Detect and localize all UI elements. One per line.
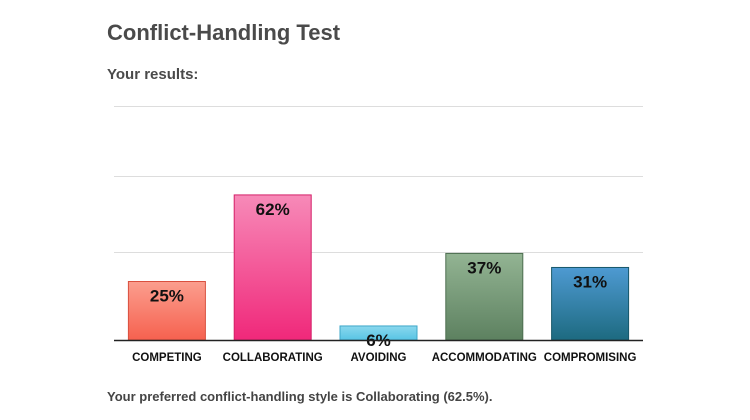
tick-label-avoiding: AVOIDING	[350, 352, 406, 364]
tick-label-competing: COMPETING	[132, 352, 202, 364]
tick-label-accommodating: ACCOMMODATING	[432, 352, 537, 364]
bar-collaborating	[233, 194, 312, 341]
tick-label-compromising: COMPROMISING	[544, 352, 637, 364]
data-label-competing: 25%	[150, 287, 184, 306]
data-label-collaborating: 62%	[256, 200, 290, 219]
summary-text: Your preferred conflict-handling style i…	[107, 389, 493, 404]
data-label-accommodating: 37%	[467, 258, 501, 277]
x-tick-labels: COMPETING COLLABORATING AVOIDING ACCOMMODAT…	[132, 352, 636, 364]
bar-accommodating	[445, 252, 524, 341]
bars	[127, 194, 630, 341]
tick-label-collaborating: COLLABORATING	[223, 352, 323, 364]
bar-competing	[127, 281, 206, 341]
bar-compromising	[551, 266, 630, 341]
data-labels: 25%62%6%37%31%	[150, 200, 607, 350]
data-label-compromising: 31%	[573, 272, 607, 291]
page-title: Conflict-Handling Test	[107, 20, 341, 45]
results-label: Your results:	[107, 66, 199, 83]
gridlines	[114, 106, 643, 253]
